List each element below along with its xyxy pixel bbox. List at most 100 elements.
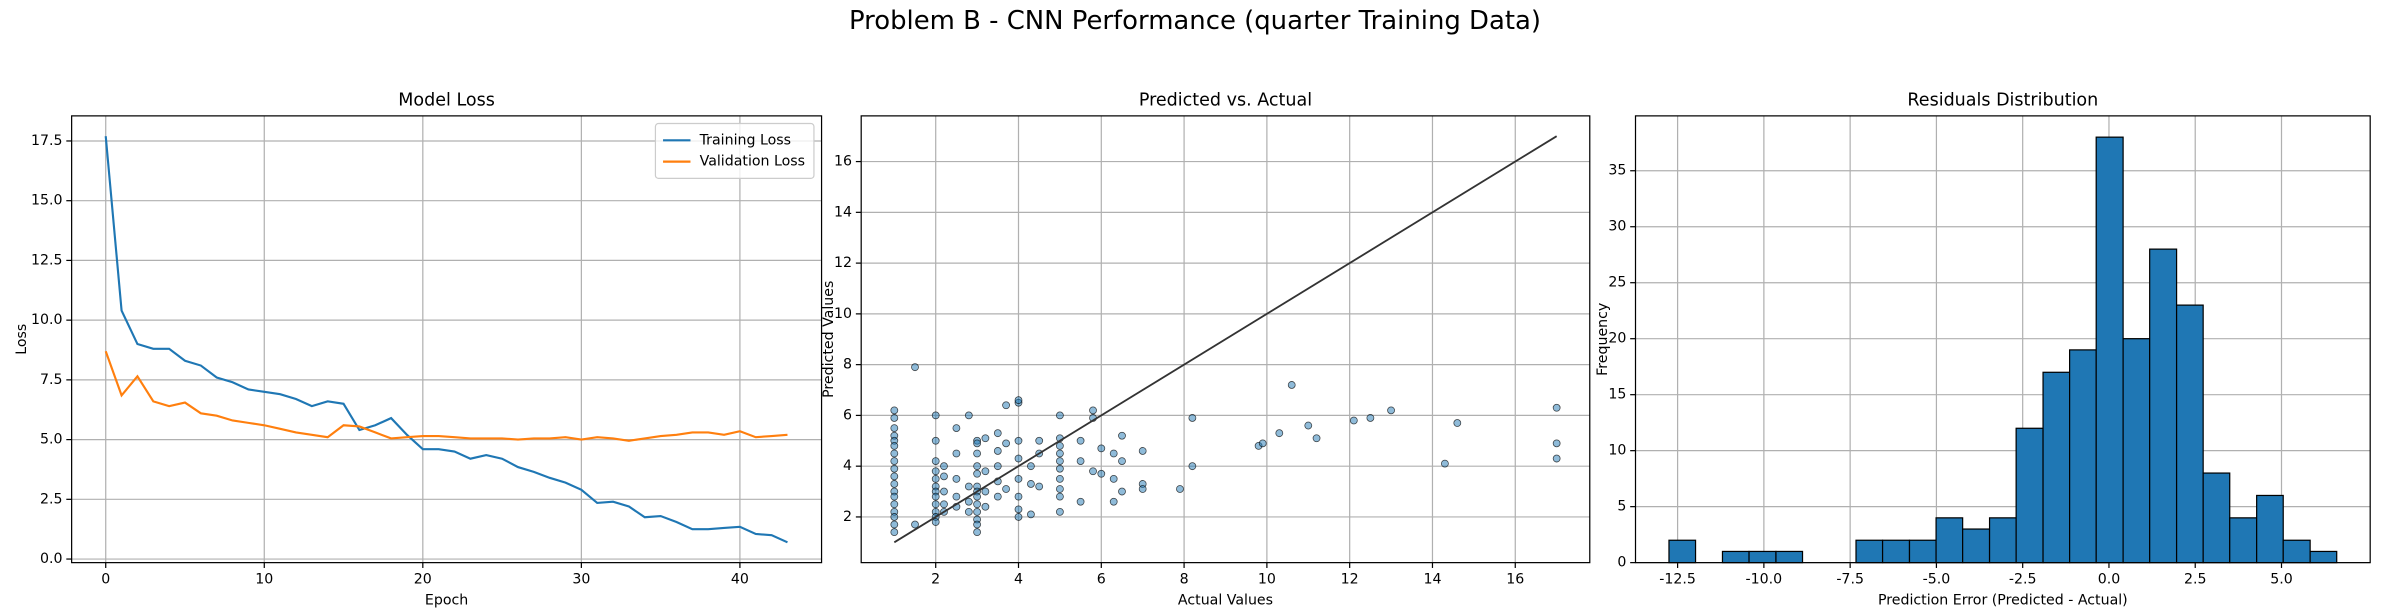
panel: Model Loss 0 10 20 30 40 0.0 2.5 5.0 7.5 10.0 12.5 1… <box>14 91 823 609</box>
hist-bar <box>2149 248 2178 564</box>
scatter-point <box>1014 505 1023 514</box>
scatter-point <box>973 500 981 509</box>
scatter-point <box>931 436 940 445</box>
panel: Predicted vs. Actual 2 4 6 8 10 12 14 16 2 4 6 8 10 12… <box>821 91 1591 609</box>
scatter-point <box>1138 485 1147 493</box>
scatter-point <box>1002 401 1010 410</box>
scatter-point <box>952 449 961 458</box>
x-tick-label: 5.0 <box>2270 571 2293 587</box>
scatter-point <box>1176 485 1184 493</box>
scatter-point <box>931 518 940 526</box>
scatter-point <box>964 482 973 491</box>
panel-title: Model Loss <box>398 91 495 111</box>
scatter-point <box>1118 457 1126 465</box>
panel: Residuals Distribution -12.5 -10.0 -7.5 -5.0… <box>1595 91 2371 609</box>
x-tick-label: 8 <box>1180 571 1189 587</box>
x-tick-label: 10 <box>255 571 273 587</box>
scatter-point <box>1366 414 1375 422</box>
x-axis-label: Epoch <box>425 593 468 609</box>
hist-bar <box>1748 550 1777 564</box>
y-tick-label: 14 <box>834 204 852 220</box>
y-tick-label: 30 <box>1608 219 1626 235</box>
scatter-point <box>952 424 961 432</box>
scatter-point <box>931 411 940 420</box>
y-tick-label: 5 <box>1617 499 1626 515</box>
scatter-point <box>1056 411 1064 420</box>
hist-bar <box>1881 539 1911 564</box>
reference-line <box>893 135 1558 544</box>
scatter-point <box>1027 462 1035 471</box>
y-tick-label: 0.0 <box>40 551 63 567</box>
scatter-point <box>931 492 940 501</box>
y-tick-label: 20 <box>1608 331 1626 347</box>
hist-bar <box>1775 550 1804 564</box>
scatter-point <box>1089 467 1097 476</box>
scatter-point <box>1453 419 1462 427</box>
scatter-point <box>1027 480 1035 488</box>
scatter-point <box>1056 449 1064 458</box>
y-tick-label: 12 <box>834 255 852 271</box>
x-tick-label: 30 <box>572 571 590 587</box>
series-line <box>104 136 788 544</box>
x-axis-label: Prediction Error (Predicted - Actual) <box>1878 593 2128 609</box>
y-axis-label: Frequency <box>1595 303 1611 376</box>
scatter-point <box>973 507 981 516</box>
scatter-point <box>890 464 899 473</box>
scatter-point <box>1056 464 1064 473</box>
scatter-point <box>1014 396 1023 405</box>
hist-bar <box>1935 517 1964 564</box>
scatter-point <box>1552 439 1561 448</box>
scatter-point <box>1118 487 1126 496</box>
hist-bar <box>2229 517 2258 564</box>
scatter-point <box>1089 406 1097 415</box>
hist-bar <box>1668 539 1697 564</box>
scatter-point <box>911 363 919 372</box>
scatter-point <box>952 474 961 483</box>
scatter-point <box>890 449 899 458</box>
scatter-point <box>993 447 1002 455</box>
hist-bar <box>2256 494 2284 564</box>
scatter-point <box>981 487 990 496</box>
y-tick-label: 10 <box>834 306 852 322</box>
y-tick-label: 16 <box>834 154 852 170</box>
x-axis-label: Actual Values <box>1178 593 1273 609</box>
hist-bar <box>2015 427 2044 564</box>
scatter-point <box>940 487 948 496</box>
y-tick-label: 8 <box>843 357 852 373</box>
hist-bar <box>2175 304 2204 564</box>
hist-bar <box>1988 517 2017 564</box>
x-tick-label: 16 <box>1506 571 1524 587</box>
x-tick-label: 6 <box>1097 571 1106 587</box>
scatter-point <box>1312 434 1321 443</box>
x-tick-label: 0 <box>101 571 110 587</box>
x-tick-label: 10 <box>1258 571 1276 587</box>
scatter-point <box>973 528 981 537</box>
scatter-point <box>890 457 899 465</box>
scatter-point <box>973 469 981 478</box>
scatter-point <box>890 513 899 521</box>
x-tick-label: -2.5 <box>2009 571 2037 587</box>
scatter-point <box>890 480 899 488</box>
x-tick-label: -5.0 <box>1923 571 1951 587</box>
scatter-point <box>993 492 1002 501</box>
scatter-point <box>1258 439 1267 448</box>
scatter-point <box>1287 381 1296 389</box>
scatter-point <box>1035 436 1044 445</box>
scatter-point <box>973 462 981 471</box>
scatter-point <box>1552 454 1561 463</box>
scatter-point <box>890 472 899 481</box>
scatter-point <box>1056 507 1064 516</box>
y-tick-label: 4 <box>843 458 852 474</box>
scatter-point <box>1188 462 1197 471</box>
scatter-point <box>890 441 899 450</box>
scatter-point <box>940 462 948 471</box>
x-tick-label: -7.5 <box>1836 571 1864 587</box>
y-tick-label: 2 <box>843 509 852 525</box>
y-tick-label: 6 <box>843 407 852 423</box>
scatter-point <box>1097 469 1106 478</box>
scatter-point <box>973 439 981 448</box>
hist-bar <box>2042 371 2071 564</box>
axes-frame <box>860 115 1591 564</box>
scatter-point <box>1056 492 1064 501</box>
